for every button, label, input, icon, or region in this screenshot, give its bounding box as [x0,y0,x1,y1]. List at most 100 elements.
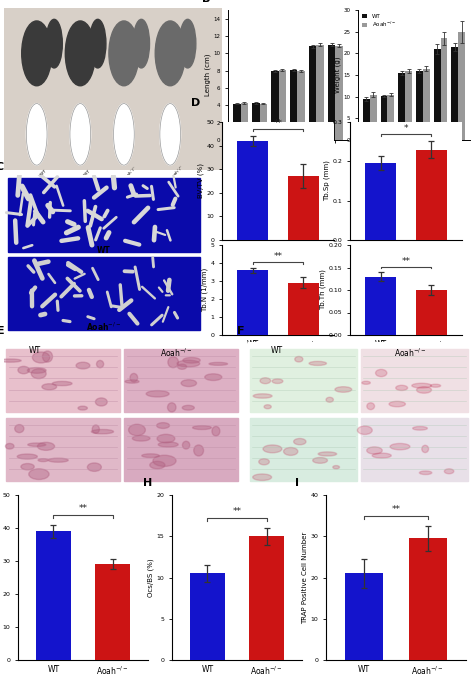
Bar [317,45,324,140]
Ellipse shape [130,373,137,382]
Bar [423,69,429,140]
Text: WT: WT [97,246,111,255]
Bar [260,103,267,140]
Bar [381,96,387,140]
Bar [361,349,468,412]
Ellipse shape [417,387,431,393]
Ellipse shape [209,362,228,365]
Ellipse shape [318,452,337,456]
Ellipse shape [212,426,220,436]
Text: 12w-F-WT: 12w-F-WT [29,169,47,187]
Bar [279,70,286,140]
Bar [363,99,370,140]
Ellipse shape [92,425,100,433]
Bar [290,70,298,140]
Ellipse shape [413,426,428,430]
Ellipse shape [326,397,333,402]
Ellipse shape [419,471,432,475]
Ellipse shape [43,351,53,362]
Ellipse shape [32,352,50,363]
Bar [387,95,394,140]
Text: **: ** [79,504,88,513]
Bar [399,73,405,140]
Ellipse shape [333,466,339,469]
Ellipse shape [182,405,194,410]
Bar [451,47,458,140]
Ellipse shape [29,469,49,479]
Bar [335,46,343,140]
Ellipse shape [259,459,269,465]
Bar [365,277,396,335]
Ellipse shape [65,21,95,86]
Y-axis label: Ocs/BS (%): Ocs/BS (%) [147,558,154,597]
Ellipse shape [357,426,372,435]
Bar [409,539,447,660]
Ellipse shape [167,403,176,412]
Circle shape [133,19,149,68]
Ellipse shape [6,443,14,449]
Text: WT: WT [271,346,283,355]
Ellipse shape [95,398,107,406]
Circle shape [180,19,196,68]
Ellipse shape [76,362,90,369]
Ellipse shape [389,401,405,407]
Text: 12w-M-Aoah⁻/⁻: 12w-M-Aoah⁻/⁻ [159,165,185,191]
Bar [298,71,305,140]
Legend: WT, Aoah$^{-/-}$: WT, Aoah$^{-/-}$ [361,13,397,31]
Ellipse shape [313,458,328,463]
Ellipse shape [367,403,374,409]
Circle shape [46,19,62,68]
Ellipse shape [390,443,410,449]
Text: **: ** [392,505,401,514]
Text: **: ** [233,507,241,516]
Circle shape [70,103,91,165]
Ellipse shape [155,21,185,86]
Ellipse shape [372,453,391,458]
Bar [416,150,447,240]
Y-axis label: BV/TV (%): BV/TV (%) [197,163,204,199]
Text: 12w-M-WT: 12w-M-WT [72,169,91,188]
Ellipse shape [444,469,454,474]
Ellipse shape [31,369,46,379]
Bar [241,103,248,140]
Text: C: C [0,162,4,172]
Bar [124,349,237,412]
Ellipse shape [37,442,55,450]
Ellipse shape [183,358,200,363]
Ellipse shape [18,367,29,374]
Ellipse shape [309,361,327,365]
Bar [288,283,319,335]
Ellipse shape [142,454,159,458]
Bar [328,45,335,140]
Ellipse shape [283,447,298,456]
Circle shape [27,103,47,165]
Text: **: ** [273,119,283,128]
Text: **: ** [401,257,410,266]
Text: E: E [0,326,5,337]
Bar [36,531,71,660]
Ellipse shape [260,378,271,384]
Bar [6,349,119,412]
Ellipse shape [412,384,431,388]
Bar [271,71,279,140]
Bar [237,270,268,335]
Bar [124,418,237,481]
Y-axis label: Tb.Sp (mm): Tb.Sp (mm) [323,160,330,201]
Text: B: B [201,0,210,3]
Ellipse shape [194,445,203,456]
Ellipse shape [97,360,104,368]
Ellipse shape [430,384,441,387]
Circle shape [90,19,106,68]
Ellipse shape [157,435,175,443]
Bar [288,176,319,240]
Text: H: H [144,479,153,488]
Text: I: I [295,479,299,488]
Y-axis label: Tb.N (1/mm): Tb.N (1/mm) [201,268,208,312]
Ellipse shape [15,424,24,432]
Ellipse shape [91,430,114,434]
Y-axis label: Tb.Th (mm): Tb.Th (mm) [319,269,326,311]
Bar [250,418,357,481]
Ellipse shape [253,394,272,398]
Bar [458,32,465,140]
Ellipse shape [192,426,211,430]
